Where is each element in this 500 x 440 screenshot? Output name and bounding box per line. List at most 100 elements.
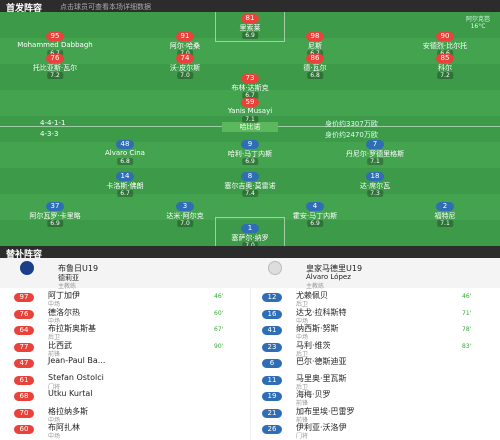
- player-name: 加布里埃·巴雷罗: [296, 406, 355, 416]
- player-name: 霍安·马丁内斯: [292, 212, 338, 220]
- away-value: 身价约2470万欧: [325, 131, 378, 139]
- player-name: 海梅·贝罗: [296, 390, 331, 399]
- player-name: 塞尔吉奥·莫雷诺: [224, 182, 276, 190]
- player-name: 布阿扎林: [48, 423, 80, 432]
- player-name: 伊利亚·沃洛伊: [296, 423, 347, 432]
- away-coach: Álvaro López: [306, 273, 351, 281]
- player-name: 塞萨尔·纳罗: [231, 234, 269, 242]
- sub-minute: 83': [462, 342, 472, 350]
- rating: 6.9: [307, 220, 323, 227]
- shirt-number: 97: [14, 293, 34, 302]
- shirt-number: 73: [241, 74, 259, 83]
- position: 前锋: [296, 416, 309, 424]
- player-name: 布林·达斯克: [231, 84, 269, 92]
- position: 中场: [48, 416, 61, 424]
- shirt-number: 70: [14, 408, 34, 418]
- player-name: 巴尔·德斯迪亚: [296, 357, 347, 366]
- player-name: 丹尼尔·罗德里格斯: [345, 150, 405, 158]
- position: 中场: [296, 317, 309, 325]
- home-formation: 4-4-1-1: [40, 119, 66, 127]
- player-name: 马里奥·里瓦斯: [296, 373, 347, 383]
- position: 后卫: [48, 334, 61, 341]
- shirt-number: 8: [241, 172, 259, 181]
- pitch: 哈比诺 阿尔克芭 16°C 4-4-1-1 4-3-3 身价约3307万欧 身价约…: [0, 12, 500, 246]
- rating: 7.3: [367, 190, 383, 197]
- sub-minute: 46': [462, 293, 472, 300]
- player-name: 哈利·马丁内斯: [227, 150, 273, 158]
- shirt-number: 59: [241, 98, 259, 107]
- shirt-number: 64: [14, 326, 34, 335]
- shirt-number: 4: [306, 202, 324, 211]
- player-name: 沃·皮尔斯: [169, 64, 201, 72]
- home-team: 布鲁日U19: [58, 264, 99, 273]
- shirt-number: 76: [14, 309, 34, 319]
- player-name: 尼斯: [308, 42, 322, 50]
- shirt-number: 18: [366, 172, 384, 181]
- rating: 7.2: [437, 72, 453, 79]
- rating: 6.7: [242, 92, 258, 99]
- player-name: 尤赖佩贝: [296, 291, 328, 300]
- shirt-number: 48: [116, 140, 134, 149]
- shirt-number: 68: [14, 392, 34, 401]
- sub-minute: 46': [214, 293, 224, 300]
- rating: 7.0: [177, 220, 193, 227]
- shirt-number: 21: [262, 408, 282, 418]
- rating: 6.7: [307, 50, 323, 57]
- shirt-number: 9: [241, 140, 259, 149]
- rating: 6.7: [117, 190, 133, 197]
- position: 门将: [296, 433, 309, 440]
- home-value: 身价约3307万欧: [325, 120, 378, 128]
- away-formation: 4-3-3: [40, 130, 59, 138]
- venue: 阿尔克芭: [465, 16, 490, 23]
- rating: 7.0: [177, 50, 193, 57]
- center-label: 哈比诺: [222, 122, 278, 132]
- home-coach: 德莉亚: [58, 274, 79, 282]
- shirt-number: 76: [46, 54, 64, 63]
- player-name: Mohammed Dabbagh: [17, 41, 93, 49]
- shirt-number: 60: [14, 425, 34, 434]
- weather: 阿尔克芭 16°C: [466, 14, 490, 30]
- player-name: 安德烈·比尔托: [422, 42, 468, 50]
- team-logo: [268, 261, 282, 275]
- player-name: 达·席尔瓦: [359, 182, 391, 190]
- rating: 7.1: [437, 220, 453, 227]
- header-title: 首发阵容: [6, 4, 43, 14]
- sub-minute: 67': [214, 326, 224, 333]
- shirt-number: 2: [436, 202, 454, 211]
- player-name: 托比亚斯·瓦尔: [32, 64, 78, 72]
- player-name: 科尔: [438, 64, 452, 72]
- player-name: 达戈·拉科斯特: [296, 307, 347, 317]
- player-name: Jean-Paul Ba...: [48, 356, 106, 365]
- shirt-number: 86: [306, 54, 324, 63]
- sub-minute: 71': [462, 309, 472, 317]
- player-name: 德洛尔热: [48, 307, 80, 317]
- temperature: 16°C: [470, 23, 486, 30]
- shirt-number: 61: [14, 375, 34, 385]
- penalty-box: [215, 217, 285, 246]
- player-name: 阿尔瓦罗·卡里略: [29, 212, 81, 220]
- player-name: 布拉斯奥斯基: [48, 324, 96, 333]
- shirt-number: 12: [262, 293, 282, 302]
- player-name: 达米·阿尔克: [166, 212, 204, 220]
- shirt-number: 19: [262, 392, 282, 401]
- shirt-number: 6: [262, 359, 282, 368]
- away-coach-role: 主教练: [306, 283, 325, 290]
- shirt-number: 16: [262, 309, 282, 319]
- player-name: 福特尼: [434, 212, 456, 220]
- player-name: 里索莱: [239, 24, 261, 32]
- shirt-number: 23: [262, 342, 282, 352]
- player-name: Utku Kurtal: [48, 389, 93, 398]
- position: 前锋: [296, 400, 309, 407]
- player-name: 格拉纳多斯: [48, 406, 88, 416]
- rating: 7.1: [367, 158, 383, 165]
- player-name: 比西武: [48, 340, 72, 350]
- shirt-number: 77: [14, 342, 34, 352]
- shirt-number: 41: [262, 326, 282, 335]
- position: 中场: [48, 317, 61, 325]
- player-name: 卡洛斯·佛朗: [106, 182, 144, 190]
- rating: 6.9: [242, 158, 258, 165]
- away-team: 皇家马德里U19: [306, 264, 363, 273]
- rating: 7.0: [177, 72, 193, 79]
- sub-minute: 78': [462, 326, 472, 333]
- subs-title: 替补阵容: [6, 250, 43, 260]
